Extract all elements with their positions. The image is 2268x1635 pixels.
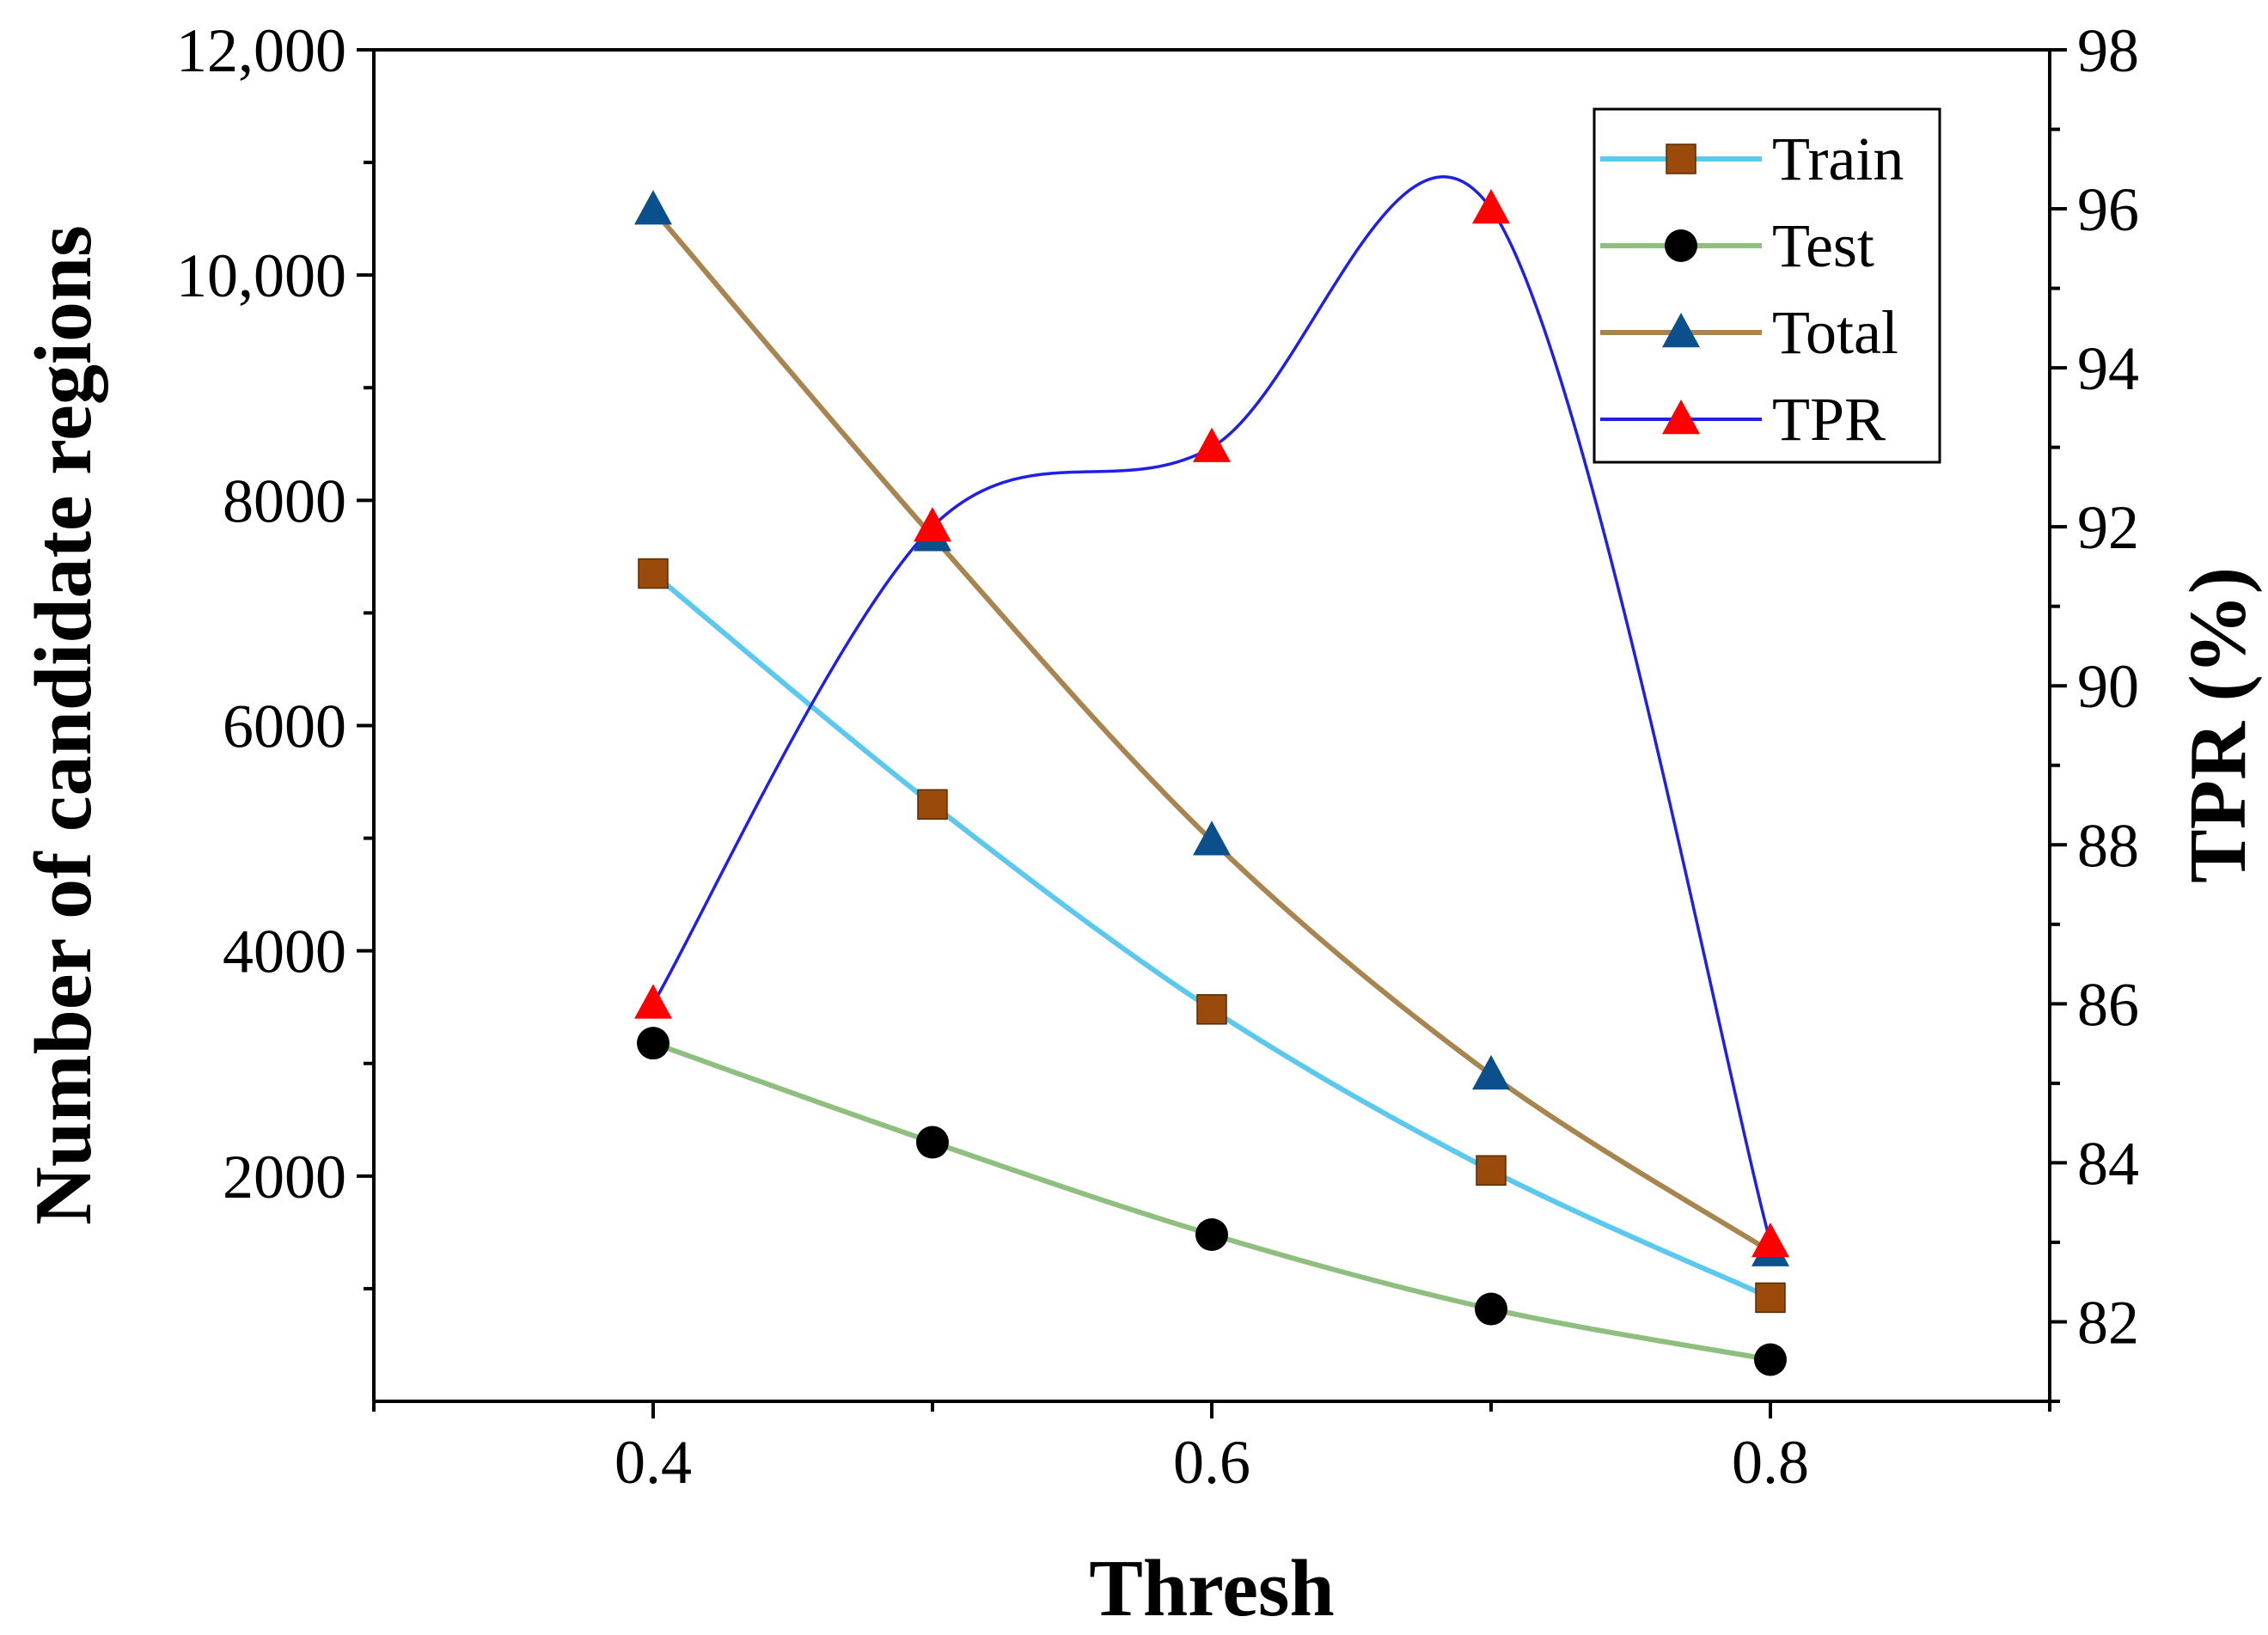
marker-train-0.7 [1476,1155,1507,1187]
legend-label-total: Total [1772,298,1898,367]
y-tick-label-8000: 8000 [223,467,346,535]
series-line-total [651,208,1772,1254]
legend: Train Test Total TPR [1592,107,1941,464]
marker-train-0.6 [1196,994,1227,1025]
marker-test-0.4 [637,1027,669,1060]
legend-marker-tpr [1662,400,1700,435]
legend-label-tpr: TPR [1772,385,1886,454]
y-axis-title: Number of candidate regions [19,225,108,1225]
y-tick-label-2000: 2000 [223,1143,346,1211]
marker-tpr-0.5 [914,507,951,542]
legend-label-train: Train [1772,125,1904,193]
marker-tpr-0.6 [1193,427,1231,462]
legend-marker-train [1666,143,1696,174]
marker-total-0.6 [1193,821,1231,856]
y2-tick-label-88: 88 [2077,811,2139,880]
y2-tick-label-82: 82 [2077,1288,2139,1357]
marker-tpr-0.7 [1472,189,1510,224]
y-tick-label-4000: 4000 [223,918,346,986]
y2-tick-label-92: 92 [2077,493,2139,562]
x-axis-title: Thresh [1089,1544,1335,1633]
series-line-test [651,1040,1771,1363]
series-markers [634,189,1789,1376]
marker-total-0.4 [634,190,672,225]
y-tick-label-10000: 10,000 [176,241,346,310]
y2-tick-label-84: 84 [2077,1129,2139,1198]
marker-tpr-0.8 [1751,1222,1789,1258]
x-tick-label-0.6: 0.6 [1173,1428,1250,1497]
y2-tick-label-94: 94 [2077,334,2139,403]
y2-axis-title: TPR (%) [2173,567,2263,883]
marker-test-0.6 [1195,1217,1228,1251]
x-tick-label-0.4: 0.4 [614,1428,692,1497]
y-tick-label-6000: 6000 [223,692,346,761]
y2-tick-label-86: 86 [2077,970,2139,1039]
y2-tick-label-98: 98 [2077,16,2139,85]
legend-box [1592,107,1941,464]
y2-tick-label-96: 96 [2077,175,2139,244]
y2-tick-label-90: 90 [2077,652,2139,721]
x-tick-label-0.8: 0.8 [1732,1428,1809,1497]
axis-ticks: 0.4 0.6 0.8 2000 4000 6000 8000 10,000 12,000 82 8… [176,16,2139,1497]
marker-test-0.7 [1475,1292,1507,1326]
marker-train-0.8 [1755,1282,1786,1314]
marker-tpr-0.4 [634,984,672,1019]
series-line-train [651,571,1772,1301]
legend-marker-total [1662,313,1700,348]
series-line-tpr [651,175,1772,1243]
marker-test-0.8 [1754,1343,1787,1376]
marker-total-0.7 [1472,1054,1510,1090]
marker-train-0.4 [638,558,669,589]
legend-marker-test [1665,229,1697,262]
legend-label-test: Test [1772,211,1874,280]
marker-test-0.5 [916,1126,949,1159]
y-tick-label-12000: 12,000 [176,16,346,85]
marker-train-0.5 [917,789,948,821]
